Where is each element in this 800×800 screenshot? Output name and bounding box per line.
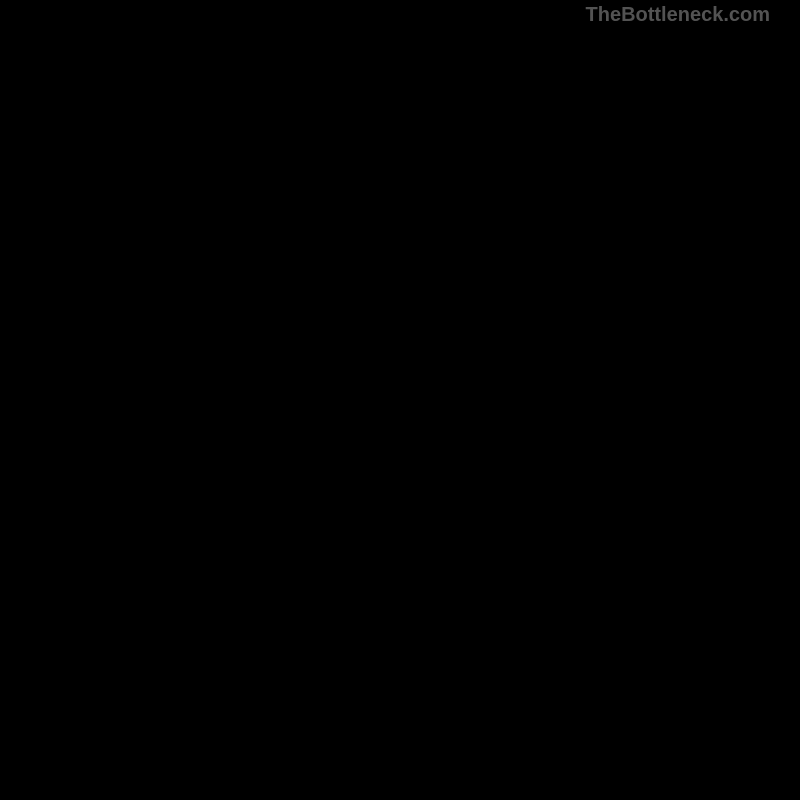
watermark-text: TheBottleneck.com — [586, 4, 770, 27]
heatmap-canvas — [0, 0, 800, 800]
chart-container: TheBottleneck.com — [0, 0, 800, 800]
